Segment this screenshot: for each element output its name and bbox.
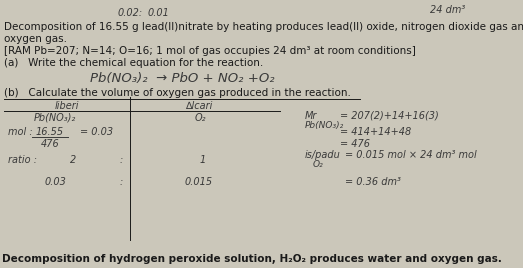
- Text: Mr: Mr: [305, 111, 317, 121]
- Text: :: :: [120, 155, 123, 165]
- Text: 1: 1: [200, 155, 206, 165]
- Text: Pb(NO₃)₂: Pb(NO₃)₂: [305, 121, 344, 130]
- Text: 16.55: 16.55: [36, 127, 64, 137]
- Text: (b)   Calculate the volume of oxygen gas produced in the reaction.: (b) Calculate the volume of oxygen gas p…: [4, 88, 351, 98]
- Text: = 207(2)+14+16(3): = 207(2)+14+16(3): [340, 111, 439, 121]
- Text: = 476: = 476: [340, 139, 370, 149]
- Text: = 414+14+48: = 414+14+48: [340, 127, 411, 137]
- Text: Decomposition of 16.55 g lead(II)nitrate by heating produces lead(II) oxide, nit: Decomposition of 16.55 g lead(II)nitrate…: [4, 22, 523, 32]
- Text: 0.02:: 0.02:: [118, 8, 143, 18]
- Text: 2: 2: [70, 155, 76, 165]
- Text: 24 dm³: 24 dm³: [430, 5, 465, 15]
- Text: (a)   Write the chemical equation for the reaction.: (a) Write the chemical equation for the …: [4, 58, 263, 68]
- Text: liberi: liberi: [55, 101, 79, 111]
- Text: Pb(NO₃)₂: Pb(NO₃)₂: [34, 113, 76, 123]
- Text: mol :: mol :: [8, 127, 32, 137]
- Text: ∆lcari: ∆lcari: [185, 101, 212, 111]
- Text: = 0.015 mol × 24 dm³ mol: = 0.015 mol × 24 dm³ mol: [345, 150, 477, 160]
- Text: O₂: O₂: [194, 113, 206, 123]
- Text: ratio :: ratio :: [8, 155, 37, 165]
- Text: = 0.36 dm³: = 0.36 dm³: [345, 177, 401, 187]
- Text: :: :: [120, 177, 123, 187]
- Text: [RAM Pb=207; N=14; O=16; 1 mol of gas occupies 24 dm³ at room conditions]: [RAM Pb=207; N=14; O=16; 1 mol of gas oc…: [4, 46, 416, 56]
- Text: Pb(NO₃)₂  → PbO + NO₂ +O₂: Pb(NO₃)₂ → PbO + NO₂ +O₂: [90, 72, 275, 85]
- Text: = 0.03: = 0.03: [80, 127, 113, 137]
- Text: 476: 476: [41, 139, 60, 149]
- Text: 0.015: 0.015: [185, 177, 213, 187]
- Text: 0.03: 0.03: [44, 177, 66, 187]
- Text: Decomposition of hydrogen peroxide solution, H₂O₂ produces water and oxygen gas.: Decomposition of hydrogen peroxide solut…: [2, 254, 502, 264]
- Text: is/padu: is/padu: [305, 150, 341, 160]
- Text: oxygen gas.: oxygen gas.: [4, 34, 67, 44]
- Text: 0.01: 0.01: [148, 8, 170, 18]
- Text: O₂: O₂: [313, 160, 324, 169]
